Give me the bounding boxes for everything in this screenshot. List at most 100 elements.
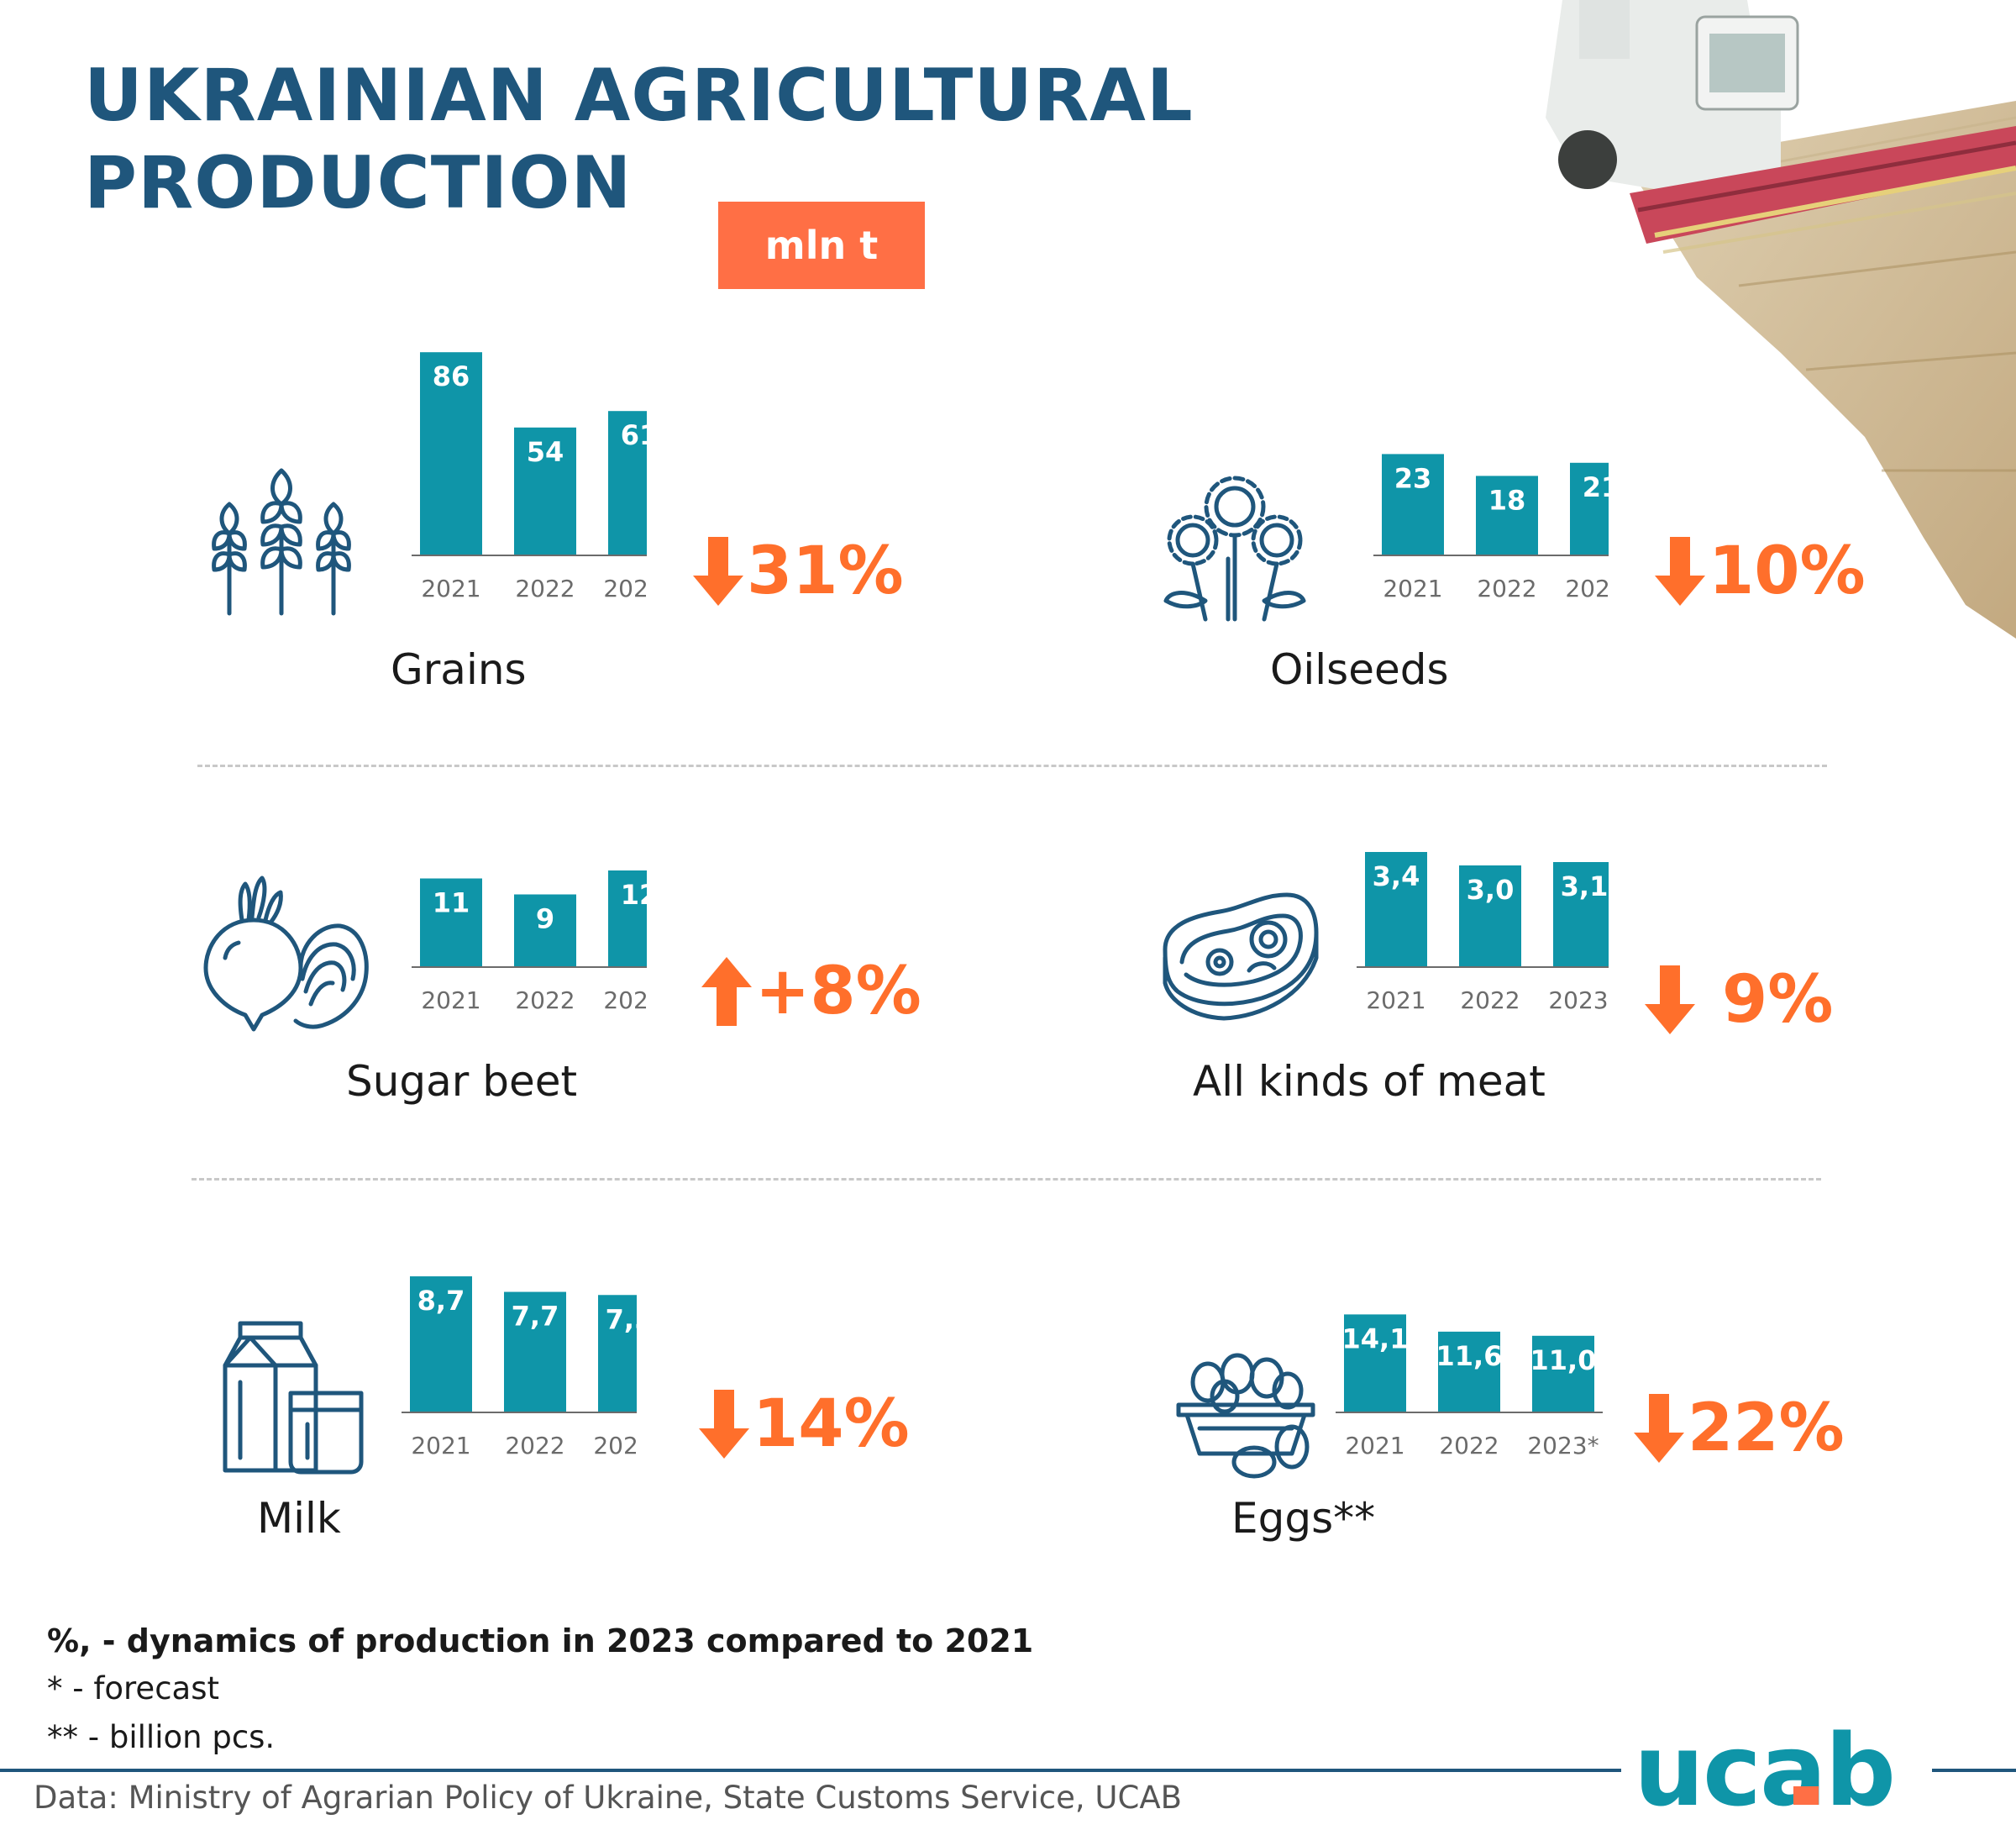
x-tick-label: 2021 xyxy=(1366,986,1425,1014)
x-tick-label: 2022 xyxy=(1439,1432,1499,1459)
note-billion: ** - billion pcs. xyxy=(47,1719,276,1755)
title-line-2: PRODUCTION xyxy=(84,141,633,225)
chart-milk: 8,7 2021 7,7 2022 7,5 2023* 14% Milk xyxy=(168,1193,1008,1596)
x-tick-label: 2021 xyxy=(1345,1432,1404,1459)
arrow-down-icon xyxy=(1655,537,1705,606)
change-sugar-beet: +8% xyxy=(701,954,921,1029)
bar-value-label: 21 xyxy=(1583,471,1609,503)
ucab-logo: ucab xyxy=(1625,1714,1924,1823)
change-value: 22% xyxy=(1688,1391,1845,1466)
bar-2023 xyxy=(1570,462,1609,555)
x-tick-label: 2023* xyxy=(1565,575,1609,602)
bar-value-label: 9 xyxy=(536,903,554,935)
divider-2 xyxy=(192,1178,1821,1181)
x-tick-label: 2021 xyxy=(1383,575,1442,602)
change-value: 31% xyxy=(747,534,904,609)
x-tick-label: 2022 xyxy=(515,575,575,602)
unit-badge: mln t xyxy=(718,202,925,289)
x-tick-label: 2023* xyxy=(603,575,647,602)
bar-value-label: 54 xyxy=(527,436,564,468)
change-value: 10% xyxy=(1709,534,1866,609)
chart-grains: 86 2021 54 2022 61 2023* 31% Grains xyxy=(168,336,1008,739)
x-tick-label: 2021 xyxy=(421,575,480,602)
change-grains: 31% xyxy=(693,534,904,609)
bar-2021 xyxy=(410,1276,472,1412)
bar-value-label: 23 xyxy=(1394,462,1432,494)
bar-2021 xyxy=(420,352,482,555)
label-oilseeds: Oilseeds xyxy=(1270,645,1449,694)
arrow-up-icon xyxy=(701,957,752,1026)
eggs-icon xyxy=(1176,1353,1315,1479)
bar-2022 xyxy=(1438,1331,1500,1412)
chart-sugar-beet: 11 2021 9 2022 12 2023* +8% Sugar beet xyxy=(168,748,1008,1151)
footer-rule-right xyxy=(1932,1769,2016,1772)
beet-icon xyxy=(203,876,369,1032)
x-tick-label: 2022 xyxy=(505,1432,564,1459)
bar-2021 xyxy=(1344,1314,1406,1412)
change-meat: 9% xyxy=(1645,962,1833,1038)
harvester-image xyxy=(1546,0,2016,639)
bar-2023 xyxy=(1532,1335,1594,1412)
change-value: 14% xyxy=(753,1386,910,1462)
bar-2023 xyxy=(1553,862,1609,966)
x-tick-label: 2022 xyxy=(515,986,575,1014)
bar-value-label: 14,1 xyxy=(1342,1323,1409,1354)
x-tick-label: 2021 xyxy=(421,986,480,1014)
label-milk: Milk xyxy=(257,1494,341,1543)
bars-eggs: 14,1 2021 11,6 2022 11,0 2023* xyxy=(1336,1314,1603,1459)
bar-2023 xyxy=(608,411,647,555)
bar-2021 xyxy=(420,878,482,966)
change-eggs: 22% xyxy=(1634,1391,1845,1466)
wheat-icon xyxy=(212,468,351,616)
steak-icon xyxy=(1163,892,1319,1021)
divider-1 xyxy=(197,765,1827,767)
bar-2022 xyxy=(514,894,576,966)
arrow-down-icon xyxy=(699,1390,749,1459)
chart-oilseeds: 23 2021 18 2022 21 2023* 10% Oilseeds xyxy=(1126,336,1966,739)
bar-value-label: 11,6 xyxy=(1436,1340,1503,1372)
bar-value-label: 7,5 xyxy=(606,1303,637,1335)
x-tick-label: 2023* xyxy=(593,1432,637,1459)
label-grains: Grains xyxy=(391,645,527,694)
bar-2022 xyxy=(1476,476,1538,555)
bar-value-label: 8,7 xyxy=(417,1285,465,1317)
bar-value-label: 3,1 xyxy=(1561,870,1609,902)
bar-value-label: 61 xyxy=(621,419,647,451)
bars-milk: 8,7 2021 7,7 2022 7,5 2023* xyxy=(402,1276,637,1459)
x-tick-label: 2022 xyxy=(1477,575,1536,602)
bars-meat: 3,4 2021 3,0 2022 3,1 2023* xyxy=(1357,852,1609,1014)
bar-value-label: 11,0 xyxy=(1530,1344,1597,1376)
chart-eggs: 14,1 2021 11,6 2022 11,0 2023* 22% Eggs** xyxy=(1126,1193,1966,1596)
bars-grains: 86 2021 54 2022 61 2023* xyxy=(412,352,647,602)
note-forecast: * - forecast xyxy=(47,1670,219,1706)
source-note: Data: Ministry of Agrarian Policy of Ukr… xyxy=(34,1780,1183,1816)
bar-2023 xyxy=(598,1295,637,1412)
note-dynamics: %, - dynamics of production in 2023 comp… xyxy=(47,1622,1034,1659)
bar-2021 xyxy=(1382,454,1444,555)
bar-value-label: 86 xyxy=(433,360,470,392)
notes: %, - dynamics of production in 2023 comp… xyxy=(47,1617,1033,1762)
label-eggs: Eggs** xyxy=(1231,1494,1376,1543)
bars-sugar-beet: 11 2021 9 2022 12 2023* xyxy=(412,870,647,1014)
bar-value-label: 3,0 xyxy=(1467,874,1515,906)
bar-2022 xyxy=(514,427,576,555)
bar-2023 xyxy=(608,870,647,966)
milk-icon xyxy=(223,1321,364,1475)
bar-value-label: 18 xyxy=(1488,484,1526,516)
footer-rule xyxy=(0,1769,1621,1772)
change-milk: 14% xyxy=(699,1386,910,1462)
logo-text: ucab xyxy=(1634,1714,1894,1823)
label-sugar-beet: Sugar beet xyxy=(346,1057,578,1106)
bar-value-label: 7,7 xyxy=(512,1301,559,1333)
chart-meat: 3,4 2021 3,0 2022 3,1 2023* 9% All kinds of m… xyxy=(1126,748,1966,1151)
bar-value-label: 3,4 xyxy=(1373,860,1420,892)
change-oilseeds: 10% xyxy=(1655,534,1866,609)
bars-oilseeds: 23 2021 18 2022 21 2023* xyxy=(1373,454,1609,602)
arrow-down-icon xyxy=(1634,1394,1684,1463)
page-title: UKRAINIAN AGRICULTURAL PRODUCTION xyxy=(84,52,1194,227)
bar-value-label: 11 xyxy=(433,887,470,919)
x-tick-label: 2022 xyxy=(1460,986,1520,1014)
label-meat: All kinds of meat xyxy=(1193,1057,1546,1106)
x-tick-label: 2023* xyxy=(603,986,647,1014)
bar-2021 xyxy=(1365,852,1427,966)
